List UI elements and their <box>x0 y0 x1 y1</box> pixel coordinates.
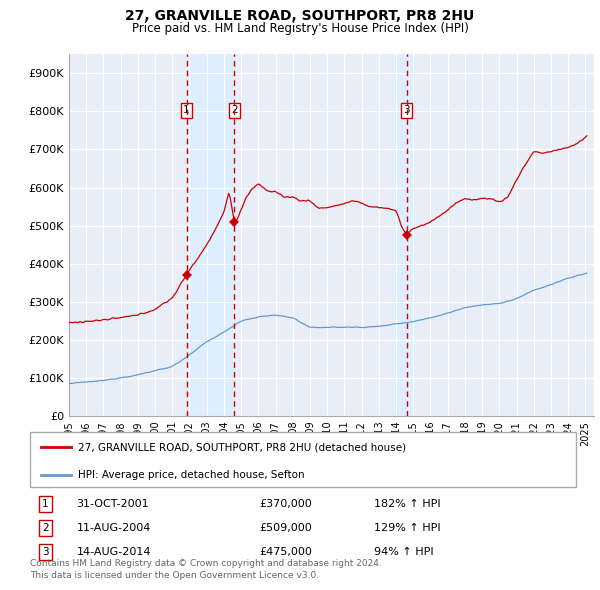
Text: 14-AUG-2014: 14-AUG-2014 <box>76 548 151 558</box>
Text: Price paid vs. HM Land Registry's House Price Index (HPI): Price paid vs. HM Land Registry's House … <box>131 22 469 35</box>
Text: £370,000: £370,000 <box>259 499 312 509</box>
Text: £509,000: £509,000 <box>259 523 312 533</box>
Text: £475,000: £475,000 <box>259 548 312 558</box>
Text: 3: 3 <box>42 548 49 558</box>
Text: 11-AUG-2004: 11-AUG-2004 <box>76 523 151 533</box>
Text: This data is licensed under the Open Government Licence v3.0.: This data is licensed under the Open Gov… <box>30 571 319 580</box>
Text: 1: 1 <box>183 106 190 115</box>
Text: 94% ↑ HPI: 94% ↑ HPI <box>374 548 434 558</box>
Text: 2: 2 <box>42 523 49 533</box>
FancyBboxPatch shape <box>30 432 576 487</box>
Text: 182% ↑ HPI: 182% ↑ HPI <box>374 499 440 509</box>
Text: Contains HM Land Registry data © Crown copyright and database right 2024.: Contains HM Land Registry data © Crown c… <box>30 559 382 568</box>
Text: HPI: Average price, detached house, Sefton: HPI: Average price, detached house, Seft… <box>78 470 305 480</box>
Text: 27, GRANVILLE ROAD, SOUTHPORT, PR8 2HU (detached house): 27, GRANVILLE ROAD, SOUTHPORT, PR8 2HU (… <box>78 442 406 453</box>
Text: 2: 2 <box>231 106 238 115</box>
Text: 129% ↑ HPI: 129% ↑ HPI <box>374 523 440 533</box>
Bar <box>396 54 413 416</box>
Text: 1: 1 <box>42 499 49 509</box>
Text: 31-OCT-2001: 31-OCT-2001 <box>76 499 149 509</box>
Text: 27, GRANVILLE ROAD, SOUTHPORT, PR8 2HU: 27, GRANVILLE ROAD, SOUTHPORT, PR8 2HU <box>125 9 475 23</box>
Text: 3: 3 <box>403 106 410 115</box>
Bar <box>187 54 235 416</box>
